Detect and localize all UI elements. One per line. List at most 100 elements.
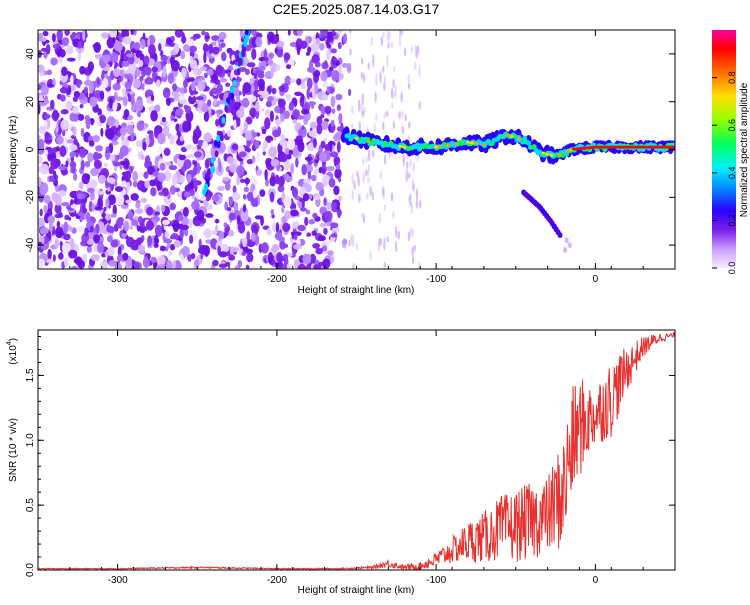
noise-blob (192, 166, 198, 176)
streak-blob (213, 139, 218, 147)
noise-blob (169, 185, 176, 195)
faint-streak (390, 41, 394, 49)
noise-blob (125, 199, 132, 204)
noise-blob (309, 253, 317, 264)
noise-blob (198, 196, 207, 201)
faint-streak (402, 154, 405, 167)
streak-blob (230, 92, 235, 100)
noise-blob (75, 151, 79, 158)
noise-blob (87, 187, 95, 194)
noise-blob (124, 170, 132, 181)
noise-blob (54, 226, 64, 239)
noise-blob (331, 108, 336, 114)
noise-blob (77, 40, 82, 49)
noise-blob (95, 145, 104, 152)
noise-blob (295, 135, 303, 141)
noise-blob (55, 123, 59, 134)
noise-blob (130, 193, 139, 201)
noise-blob (267, 58, 274, 66)
noise-blob (115, 194, 125, 206)
noise-blob (56, 30, 63, 41)
noise-blob (38, 135, 41, 140)
noise-blob (245, 116, 253, 125)
noise-blob (154, 211, 160, 216)
noise-blob (154, 104, 161, 113)
trace-core (434, 145, 439, 149)
noise-blob (201, 30, 206, 36)
streak-blob (241, 50, 246, 58)
noise-blob (56, 145, 60, 152)
noise-blob (45, 43, 51, 55)
noise-blob (267, 252, 274, 264)
noise-blob (338, 64, 343, 73)
noise-blob (286, 153, 292, 160)
noise-blob (289, 78, 295, 83)
noise-blob (130, 132, 135, 142)
noise-blob (321, 168, 326, 175)
faint-streak (374, 91, 377, 104)
noise-blob (257, 90, 266, 96)
noise-blob (299, 207, 307, 212)
noise-blob (179, 253, 184, 265)
noise-blob (73, 90, 81, 98)
noise-blob (311, 87, 315, 98)
noise-blob (53, 174, 59, 180)
noise-blob (122, 96, 128, 107)
noise-blob (150, 187, 157, 197)
trace-core (354, 136, 359, 140)
noise-blob (310, 174, 317, 182)
noise-blob (196, 209, 205, 221)
noise-blob (290, 163, 294, 175)
faint-streak (351, 105, 354, 115)
noise-blob (63, 221, 69, 234)
noise-blob (137, 216, 143, 223)
colorbar-tick-label: 0.0 (727, 262, 737, 275)
noise-blob (50, 57, 58, 66)
noise-blob (303, 116, 308, 126)
noise-blob (205, 213, 214, 218)
noise-blob (132, 180, 138, 188)
snr-frame (37, 329, 676, 571)
noise-blob (222, 176, 230, 182)
noise-blob (189, 45, 197, 53)
noise-blob (193, 64, 199, 77)
faint-streak (362, 157, 365, 166)
noise-blob (89, 190, 95, 201)
noise-blob (197, 98, 203, 110)
noise-blob (308, 193, 313, 200)
y-tick-label: 20 (25, 96, 36, 108)
faint-streak (367, 62, 370, 70)
noise-blob (272, 243, 279, 252)
noise-blob (188, 94, 197, 105)
noise-blob (242, 237, 248, 248)
noise-blob (307, 46, 312, 54)
noise-blob (181, 245, 190, 257)
noise-blob (63, 257, 69, 268)
noise-blob (304, 156, 313, 162)
faint-streak (385, 110, 389, 117)
noise-blob (180, 224, 189, 231)
faint-streak (392, 120, 396, 130)
noise-blob (186, 38, 195, 47)
noise-blob (293, 243, 302, 250)
noise-blob (330, 48, 337, 54)
noise-blob (61, 242, 71, 253)
noise-blob (285, 176, 293, 182)
noise-blob (167, 72, 174, 84)
noise-blob (101, 32, 109, 39)
faint-streak (367, 148, 371, 162)
noise-blob (173, 43, 180, 54)
noise-blob (337, 195, 342, 202)
noise-blob (46, 69, 52, 76)
noise-blob (228, 212, 237, 221)
noise-blob (336, 104, 341, 112)
streak-blob (221, 116, 226, 124)
noise-blob (165, 97, 171, 106)
noise-blob (113, 67, 121, 78)
noise-blob (326, 31, 333, 42)
noise-blob (290, 209, 299, 217)
noise-blob (127, 114, 134, 121)
noise-blob (163, 147, 171, 157)
noise-blob (324, 59, 328, 67)
noise-blob (135, 140, 144, 148)
